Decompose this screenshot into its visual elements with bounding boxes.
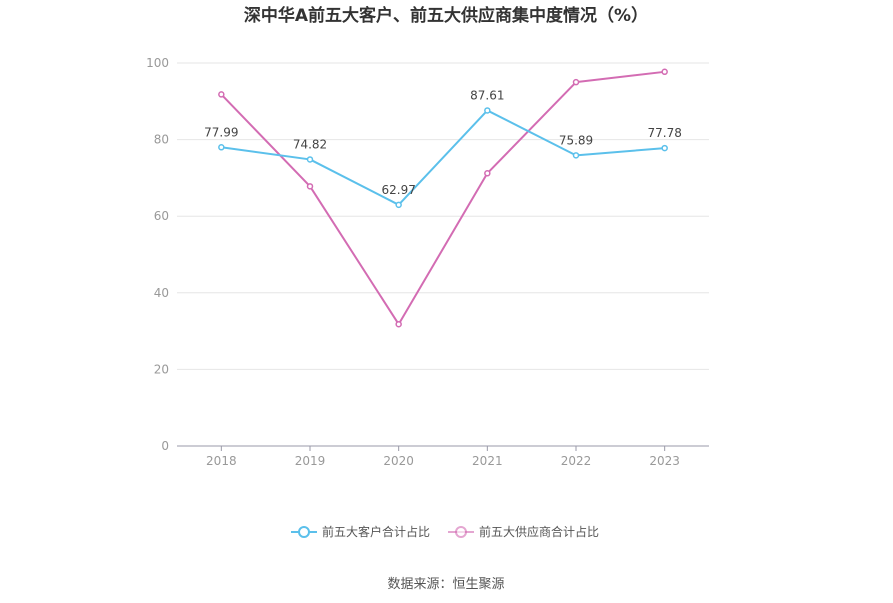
series-line-0 [221,109,665,206]
chart-title: 深中华A前五大客户、前五大供应商集中度情况（%） [244,5,648,26]
legend-marker-icon [455,526,467,538]
data-label: 77.78 [647,126,681,140]
data-label: 77.99 [204,125,238,139]
legend-item-1[interactable]: 前五大供应商合计占比 [448,524,599,539]
x-axis-ticks: 2018 2019 2020 2021 2022 2023 [206,446,680,468]
series-group [218,68,668,328]
data-point [572,78,580,86]
data-point [218,91,225,98]
source-note: 数据来源：恒生聚源 [387,577,504,592]
x-tick-label: 2023 [649,454,680,468]
data-point [484,107,491,114]
legend-marker-icon [298,526,310,538]
data-label: 74.82 [293,137,327,151]
y-axis-ticks: 0 20 40 60 80 100 [146,56,169,453]
data-point [306,183,314,190]
data-point [306,156,314,163]
y-tick-label: 0 [161,439,169,453]
x-tick-label: 2022 [561,454,592,468]
legend-item-0[interactable]: 前五大客户合计占比 [291,524,430,539]
x-tick-label: 2021 [472,454,503,468]
data-label: 62.97 [381,183,415,197]
y-tick-label: 100 [146,56,169,70]
data-point [218,144,225,151]
data-point [395,201,402,209]
data-label: 87.61 [470,88,504,102]
x-tick-label: 2020 [383,454,414,468]
y-tick-label: 40 [154,286,169,300]
y-tick-label: 20 [154,362,169,376]
legend-label: 前五大供应商合计占比 [479,524,599,539]
gridlines [177,62,709,370]
data-point [572,152,580,159]
x-tick-label: 2019 [295,454,326,468]
data-labels: 77.99 74.82 62.97 87.61 75.89 77.78 [204,88,682,196]
legend[interactable]: 前五大客户合计占比 前五大供应商合计占比 [291,524,599,539]
data-point [395,320,402,328]
data-point [661,68,668,76]
y-tick-label: 80 [154,133,169,147]
data-point [661,144,668,152]
x-tick-label: 2018 [206,454,237,468]
series-line-1 [220,70,665,326]
data-label: 75.89 [559,133,593,147]
data-point [484,170,491,177]
y-tick-label: 60 [154,209,169,223]
legend-label: 前五大客户合计占比 [322,524,430,539]
